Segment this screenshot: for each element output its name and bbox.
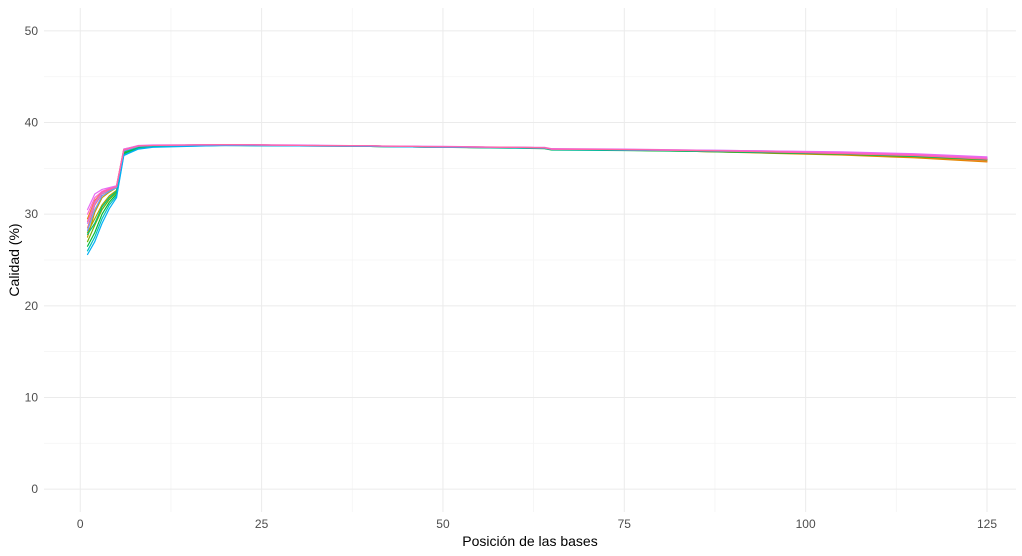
series-line-2 — [86, 143, 988, 220]
y-tick-label: 40 — [25, 116, 39, 130]
y-axis-ticks: 0 10 20 30 40 50 — [25, 24, 39, 496]
x-tick-label: 25 — [255, 517, 269, 531]
x-tick-label: 0 — [77, 517, 84, 531]
y-axis-title: Calidad (%) — [6, 223, 22, 296]
y-tick-label: 30 — [25, 207, 39, 221]
x-tick-label: 75 — [618, 517, 632, 531]
x-axis-ticks: 0 25 50 75 100 125 — [77, 517, 997, 531]
series-line-5 — [86, 144, 988, 243]
x-tick-label: 125 — [977, 517, 997, 531]
x-axis-title: Posición de las bases — [462, 533, 597, 549]
major-gridlines — [44, 8, 1016, 512]
series-line-14 — [86, 143, 988, 223]
series-line-11 — [86, 143, 988, 224]
x-tick-label: 100 — [796, 517, 816, 531]
series-line-6 — [86, 144, 988, 247]
series-lines — [86, 143, 988, 256]
y-tick-label: 50 — [25, 24, 39, 38]
series-line-4 — [86, 144, 988, 234]
series-line-3 — [86, 143, 988, 238]
y-tick-label: 0 — [31, 482, 38, 496]
y-tick-label: 10 — [25, 390, 39, 404]
series-line-10 — [86, 144, 988, 232]
series-line-8 — [86, 144, 988, 252]
series-line-1 — [86, 143, 988, 229]
x-tick-label: 50 — [436, 517, 450, 531]
series-line-7 — [86, 144, 988, 235]
minor-gridlines — [44, 8, 1016, 512]
y-tick-label: 20 — [25, 299, 39, 313]
series-line-9 — [86, 144, 988, 256]
